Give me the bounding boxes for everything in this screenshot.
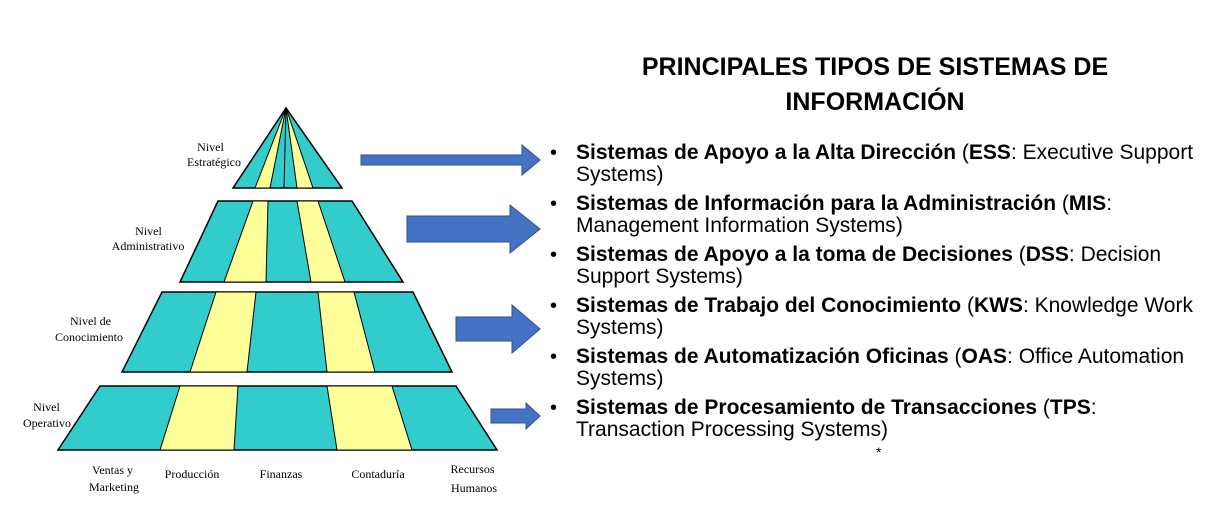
arrow-right-icon [455,303,541,355]
bullet-icon: • [550,295,558,317]
arrow-right-icon [360,143,541,177]
area-label-contaduria: Contaduría [351,467,405,481]
list-item: • Sistemas de Apoyo a la toma de Decisio… [550,243,1162,288]
bullet-icon: • [550,142,558,164]
system-name: Sistemas de Apoyo a la Alta Dirección [576,141,957,164]
level-label-operativo: Nivel Operativo [23,400,71,430]
system-name: Sistemas de Automatización Oficinas [576,345,949,368]
area-label-finanzas: Finanzas [260,467,303,481]
arrow-right-icon [490,401,541,431]
system-english-name: Office Automation Systems [576,345,1185,390]
page-title: PRINCIPALES TIPOS DE SISTEMAS DE INFORMA… [641,53,1109,116]
system-english-name: Executive Support Systems [576,141,1194,186]
pyramid-level-conocimiento [120,291,454,373]
level-label-administrativo: Nivel Administrativo [112,224,185,253]
bullet-icon: • [550,397,558,419]
level-label-estrategico: Nivel Estratégico [187,140,241,169]
system-acronym: ESS [968,141,1011,164]
system-english-name: Transaction Processing Systems [576,418,882,441]
bullet-icon: • [550,193,558,215]
system-name: Sistemas de Procesamiento de Transaccion… [576,396,1038,419]
list-item: • Sistemas de Apoyo a la Alta Dirección … [550,141,1194,186]
system-name: Sistemas de Apoyo a la toma de Decisione… [576,243,1013,266]
list-item: • Sistemas de Automatización Oficinas (O… [550,345,1185,390]
list-item: • Sistemas de Procesamiento de Transacci… [550,396,1097,441]
system-name: Sistemas de Información para la Administ… [576,192,1057,215]
system-acronym: MIS [1068,192,1107,215]
systems-list: • Sistemas de Apoyo a la Alta Dirección … [550,142,1210,448]
pyramid-level-estrategico [231,106,344,189]
system-english-name: Management Information Systems [576,214,896,237]
area-label-produccion: Producción [165,467,220,481]
area-label-ventas-marketing: Ventas y Marketing [89,463,139,494]
system-acronym: KWS [973,294,1023,317]
list-item: • Sistemas de Trabajo del Conocimiento (… [550,294,1193,339]
system-acronym: TPS [1049,396,1091,419]
footnote-asterisk: * [876,444,882,460]
system-english-name: Decision Support Systems [576,243,1162,288]
level-label-conocimiento: Nivel de Conocimiento [55,314,123,344]
pyramid-level-operativo [56,385,499,451]
system-english-name: Knowledge Work Systems [576,294,1193,339]
pyramid-level-administrativo [178,200,405,283]
system-acronym: DSS [1025,243,1069,266]
area-label-recursos-humanos: Recursos Humanos [451,462,498,495]
information-pyramid: Nivel Estratégico Nivel Administrativo N… [23,106,541,495]
bullet-icon: • [550,244,558,266]
system-acronym: OAS [961,345,1008,368]
list-item: • Sistemas de Información para la Admini… [550,192,1113,237]
bullet-icon: • [550,346,558,368]
arrow-right-icon [406,203,541,255]
system-name: Sistemas de Trabajo del Conocimiento [576,294,962,317]
